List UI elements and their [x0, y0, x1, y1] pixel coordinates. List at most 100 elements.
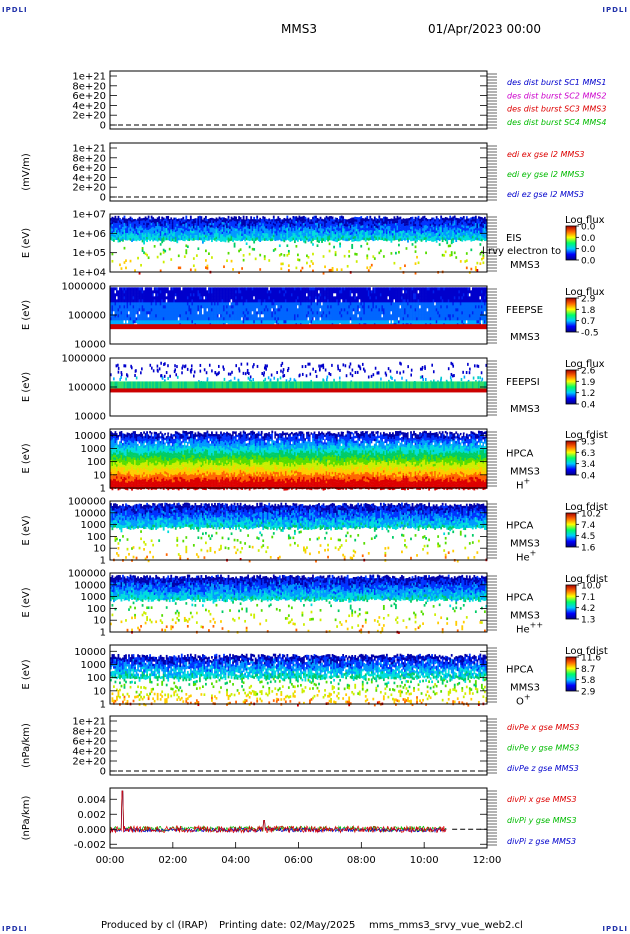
y-tick-label: 8e+20 — [72, 81, 106, 92]
y-tick-label: 1e+21 — [72, 144, 106, 155]
colorbar-tick-label: 1.2 — [581, 389, 595, 399]
y-tick-label: 10000 — [74, 412, 106, 423]
panel-frame-p8 — [109, 572, 488, 633]
colorbar-label: Log fdist — [565, 646, 608, 657]
x-tick-label: 02:00 — [158, 855, 187, 866]
species-charge: + — [530, 549, 537, 558]
header-date: 01/Apr/2023 00:00 — [428, 22, 541, 36]
colorbar-label: Log flux — [565, 287, 605, 298]
colorbar-tick-label: 4.5 — [581, 532, 595, 542]
spectrogram-p6 — [110, 430, 488, 491]
panel-frame-p3 — [109, 213, 488, 273]
spectrogram-p3 — [110, 215, 488, 275]
footer-printing-date: Printing date: 02/May/2025 — [219, 920, 355, 931]
spectrogram-band — [110, 324, 487, 330]
colorbar-tick-label: 0.0 — [581, 257, 596, 267]
y-tick-label: 10 — [93, 544, 106, 555]
spacecraft-label: MMS3 — [510, 611, 540, 622]
y-tick-label: 10 — [93, 470, 106, 481]
y-tick-label: 6e+20 — [72, 91, 106, 102]
x-tick-label: 04:00 — [221, 855, 250, 866]
instrument-label: HPCA — [506, 449, 534, 460]
y-axis-label: E (eV) — [21, 659, 32, 689]
colorbar-tick-label: 7.4 — [581, 521, 596, 531]
y-tick-label: 1e+05 — [72, 248, 106, 259]
panel-frame-p6 — [109, 428, 488, 489]
colorbar-tick-label: 7.1 — [581, 593, 595, 603]
spectrogram-p4 — [110, 287, 488, 330]
colorbar-tick-label: 1.3 — [581, 616, 595, 626]
spacecraft-label: MMS3 — [510, 683, 540, 694]
y-tick-label: 1000 — [81, 660, 106, 671]
colorbar-scale — [565, 369, 577, 405]
y-tick-label: 2e+20 — [72, 183, 106, 194]
species-label: H+ — [516, 477, 530, 492]
y-tick-label: 100 — [87, 532, 106, 543]
y-tick-label: 10000 — [74, 647, 106, 658]
y-tick-label: 6e+20 — [72, 737, 106, 748]
colorbar-tick-label: 0.4 — [581, 401, 596, 411]
legend-entry: edi ez gse l2 MMS3 — [507, 190, 584, 199]
colorbar-scale — [565, 656, 577, 692]
instrument-label: HPCA — [506, 521, 534, 532]
y-tick-label: -0.002 — [74, 840, 106, 851]
species-label: He+ — [516, 549, 536, 564]
colorbar-tick-label: 2.6 — [581, 367, 596, 377]
colorbar-tick-label: 2.9 — [581, 688, 596, 698]
colorbar-label: Log flux — [565, 359, 605, 370]
colorbar-tick-label: 1.8 — [581, 306, 596, 316]
colorbar-scale — [565, 297, 577, 333]
instrument-label: FEEPSE — [506, 305, 543, 316]
panel-frame-p2 — [109, 142, 488, 202]
species-label: O+ — [516, 693, 531, 708]
y-tick-label: 100000 — [68, 383, 106, 394]
y-tick-label: 1 — [100, 556, 106, 567]
species-charge: + — [524, 693, 531, 702]
spacecraft-label: MMS3 — [510, 467, 540, 478]
x-tick-label: 10:00 — [410, 855, 439, 866]
x-tick-label: 06:00 — [284, 855, 313, 866]
instrument-label: EIS — [506, 233, 522, 244]
y-tick-label: 1 — [100, 700, 106, 711]
y-tick-label: 6e+20 — [72, 163, 106, 174]
spectrogram-p7 — [110, 502, 488, 563]
corner-mark-bottom-right: IPDLI — [602, 925, 628, 933]
colorbar-tick-label: 4.2 — [581, 604, 595, 614]
spacecraft-label: MMS3 — [510, 332, 540, 343]
spectrogram-band — [110, 388, 487, 393]
y-tick-label: 100000 — [68, 311, 106, 322]
y-tick-label: 100000 — [68, 497, 106, 508]
colorbar-label: Log fdist — [565, 574, 608, 585]
legend-entry: edi ey gse l2 MMS3 — [507, 170, 585, 179]
y-tick-label: 1000 — [81, 444, 106, 455]
line-plot-p11 — [109, 790, 487, 834]
series-line-x — [109, 790, 447, 834]
spectrogram-p9 — [110, 653, 488, 707]
y-tick-label: 10 — [93, 686, 106, 697]
colorbar-tick-label: 0.7 — [581, 317, 595, 327]
colorbar-tick-label: 1.9 — [581, 378, 596, 388]
y-tick-label: 10 — [93, 616, 106, 627]
legend-entry: divPe y gse MMS3 — [507, 744, 579, 753]
colorbar-label: Log flux — [565, 215, 605, 226]
colorbar-tick-label: 0.0 — [581, 245, 596, 255]
legend-entry: des dist burst SC4 MMS4 — [507, 118, 606, 127]
footer-script-name: mms_mms3_srvy_vue_web2.cl — [369, 920, 523, 931]
y-tick-label: 4e+20 — [72, 101, 106, 112]
colorbar-tick-label: 2.9 — [581, 295, 596, 305]
panel-frame-p10 — [109, 715, 488, 776]
y-tick-label: 1 — [100, 484, 106, 495]
instrument-label: HPCA — [506, 665, 534, 676]
y-tick-label: 4e+20 — [72, 747, 106, 758]
x-tick-label: 00:00 — [96, 855, 125, 866]
y-tick-label: 1000 — [81, 592, 106, 603]
colorbar-tick-label: 0.0 — [581, 234, 596, 244]
legend-entry: des dist burst SC1 MMS1 — [507, 78, 606, 87]
colorbar-label: Log fdist — [565, 502, 608, 513]
species-label: He++ — [516, 621, 543, 636]
